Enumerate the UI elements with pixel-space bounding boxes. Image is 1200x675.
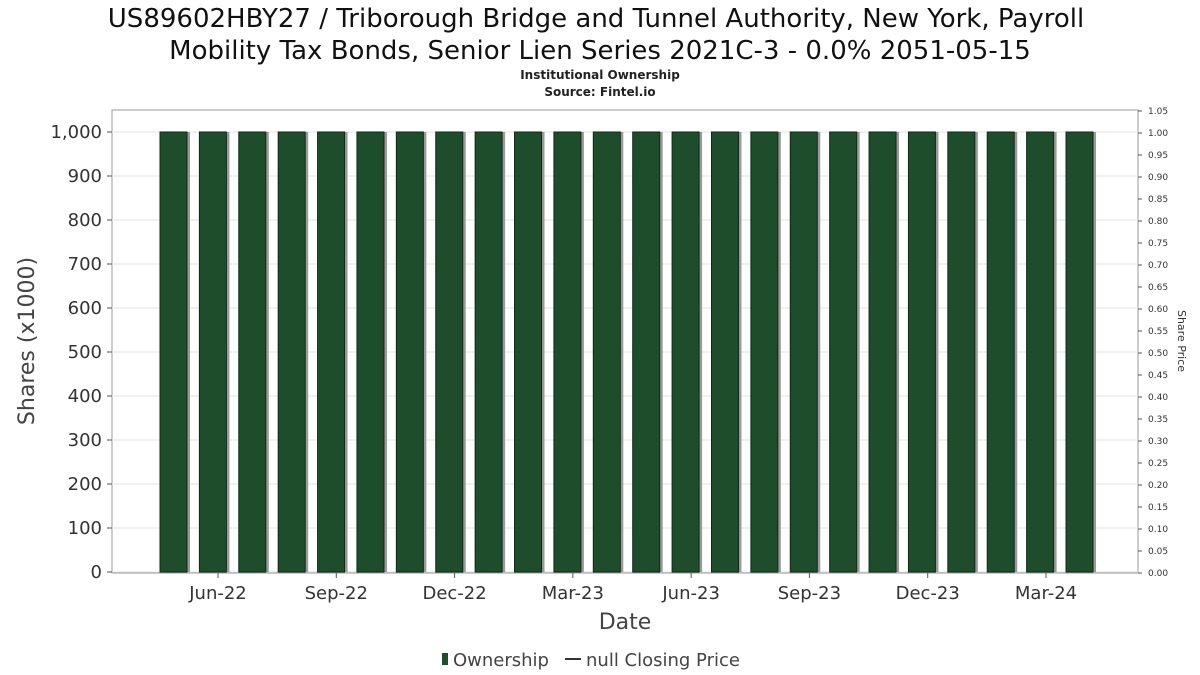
chart-title: US89602HBY27 / Triborough Bridge and Tun… [108,4,1084,66]
ownership-bar [553,131,582,573]
y2-tick-label: 0.50 [1148,349,1168,359]
y-tick-label: 100 [68,518,102,539]
y2-tick-label: 0.35 [1148,415,1168,425]
ownership-bar [632,131,661,573]
y2-tick-label: 0.20 [1148,481,1168,491]
y-tick-label: 900 [68,166,102,187]
chart-legend: Ownership null Closing Price [442,650,740,671]
ownership-bar [514,131,543,573]
x-tick-label: Mar-24 [1015,583,1077,604]
y-tick-label: 600 [68,298,102,319]
x-tick-label: Jun-23 [661,583,720,604]
ownership-bar [159,131,188,573]
y2-axis-ticks: 0.00 0.05 0.10 0.15 0.20 0.25 0.30 0.35 0.40 0.45… [1138,107,1168,579]
x-tick-label: Dec-22 [422,583,486,604]
chart-subtitle: Institutional Ownership [520,68,680,82]
x-axis-label: Date [599,610,652,635]
y2-tick-label: 0.00 [1148,569,1168,579]
x-tick-label: Sep-23 [778,583,841,604]
y2-tick-label: 0.80 [1148,217,1168,227]
y2-tick-label: 0.60 [1148,305,1168,315]
y2-tick-label: 0.10 [1148,525,1168,535]
y-axis-label: Shares (x1000) [15,257,40,425]
ownership-bar [317,131,346,573]
y2-tick-label: 0.70 [1148,261,1168,271]
y-tick-label: 300 [68,430,102,451]
ownership-bars [159,131,1096,573]
y2-axis-label: Share Price [1175,310,1188,372]
ownership-bar [395,131,424,573]
y2-tick-label: 0.40 [1148,393,1168,403]
chart-title-line-1: US89602HBY27 / Triborough Bridge and Tun… [108,4,1084,34]
legend-price-label: null Closing Price [586,650,740,671]
ownership-bar [435,131,464,573]
ownership-bar [710,131,739,573]
ownership-bar [592,131,621,573]
y-axis-ticks: 0 100 200 300 400 500 600 700 800 900 1,000 [50,122,112,583]
y2-tick-label: 1.05 [1148,107,1168,117]
y-tick-label: 400 [68,386,102,407]
ownership-bar [907,131,936,573]
y-tick-label: 0 [91,562,102,583]
y2-tick-label: 0.95 [1148,151,1168,161]
y2-tick-label: 0.85 [1148,195,1168,205]
y2-tick-label: 0.55 [1148,327,1168,337]
y2-tick-label: 1.00 [1148,129,1168,139]
ownership-bar [1026,131,1055,573]
ownership-bar [238,131,267,573]
x-tick-label: Sep-22 [305,583,368,604]
chart-title-line-2: Mobility Tax Bonds, Senior Lien Series 2… [169,36,1031,66]
ownership-bar [1065,131,1094,573]
y2-tick-label: 0.05 [1148,547,1168,557]
x-tick-label: Mar-23 [542,583,604,604]
y-tick-label: 700 [68,254,102,275]
ownership-bar [356,131,385,573]
ownership-bar [829,131,858,573]
legend-ownership-swatch [442,653,448,665]
ownership-bar [986,131,1015,573]
ownership-bar [198,131,227,573]
y2-tick-label: 0.25 [1148,459,1168,469]
y2-tick-label: 0.90 [1148,173,1168,183]
y-tick-label: 1,000 [50,122,102,143]
y-tick-label: 800 [68,210,102,231]
x-tick-label: Dec-23 [896,583,960,604]
legend-ownership-label: Ownership [453,650,549,671]
ownership-bar [474,131,503,573]
y2-tick-label: 0.45 [1148,371,1168,381]
y2-tick-label: 0.65 [1148,283,1168,293]
y-tick-label: 500 [68,342,102,363]
ownership-bar [868,131,897,573]
ownership-bar [750,131,779,573]
y2-tick-label: 0.30 [1148,437,1168,447]
x-axis-ticks: Jun-22 Sep-22 Dec-22 Mar-23 Jun-23 Sep-23 Dec-… [188,573,1077,604]
ownership-bar [947,131,976,573]
ownership-bar [277,131,306,573]
y2-tick-label: 0.75 [1148,239,1168,249]
x-tick-label: Jun-22 [188,583,247,604]
ownership-bar [671,131,700,573]
y2-tick-label: 0.15 [1148,503,1168,513]
chart-source: Source: Fintel.io [544,85,655,99]
ownership-bar [789,131,818,573]
y-tick-label: 200 [68,474,102,495]
